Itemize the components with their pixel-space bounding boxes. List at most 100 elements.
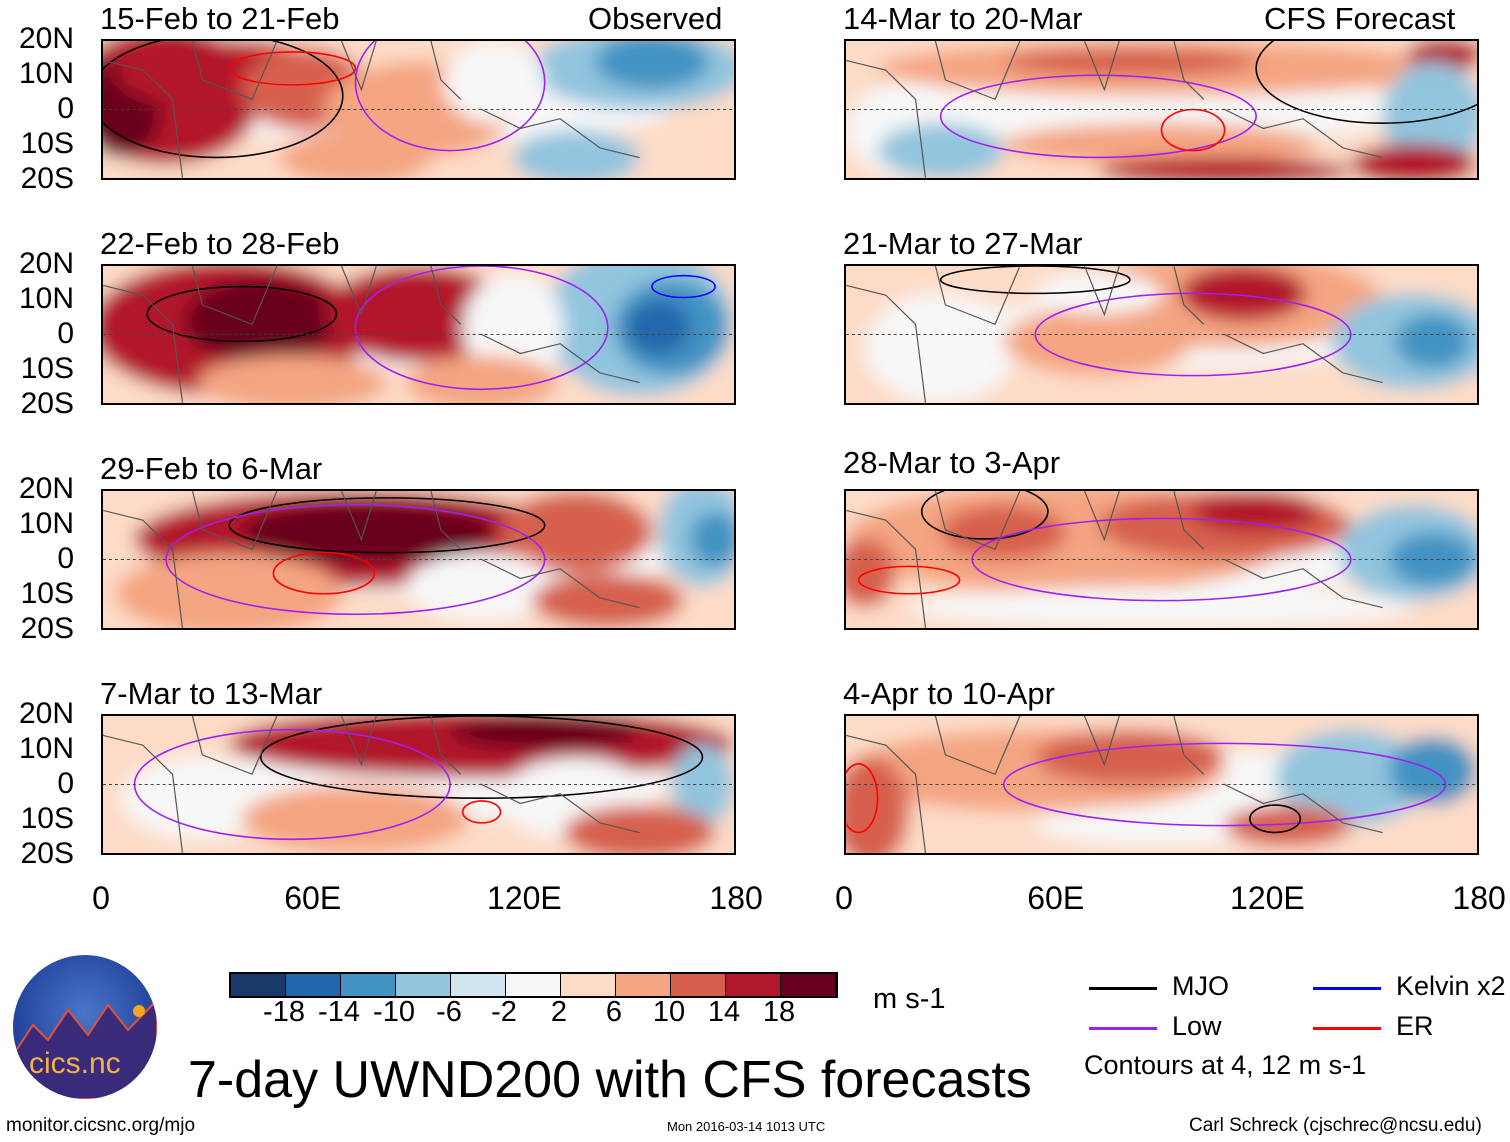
wind-anomaly-region	[405, 355, 558, 403]
footer-timestamp: Mon 2016-03-14 1013 UTC	[667, 1119, 826, 1134]
colorbar-swatch	[451, 974, 506, 996]
colorbar-swatch	[341, 974, 396, 996]
legend-label: Low	[1172, 1011, 1222, 1041]
coastline	[846, 266, 1383, 403]
wind-anomaly-region	[1035, 805, 1288, 847]
wind-anomaly-region	[513, 130, 640, 178]
wind-anomaly-region	[563, 805, 716, 853]
contour-line	[272, 551, 376, 595]
lat-label: 20S	[20, 162, 74, 195]
wind-anomaly-region	[121, 757, 274, 840]
colorbar-swatch	[671, 974, 726, 996]
contour-line	[103, 41, 344, 159]
contour-line	[846, 763, 879, 834]
wind-anomaly-region	[1180, 266, 1307, 321]
colorbar-swatch	[561, 974, 616, 996]
wind-anomaly-region	[864, 293, 1017, 403]
lat-label: 10S	[20, 352, 74, 385]
coastline	[103, 716, 640, 853]
legend-label: MJO	[1172, 971, 1229, 1001]
coastline	[103, 266, 640, 403]
wind-anomaly-region	[940, 504, 1067, 560]
colorbar-tick: -14	[318, 996, 360, 1028]
colorbar-tick: 2	[550, 996, 568, 1028]
legend-line	[1089, 1027, 1157, 1030]
colorbar	[229, 972, 838, 998]
colorbar-tick: 14	[707, 996, 741, 1028]
contour-line	[1255, 41, 1477, 124]
wind-anomaly-region	[462, 272, 564, 383]
lon-label: 120E	[487, 880, 562, 916]
panel-title: 4-Apr to 10-Apr	[843, 676, 1055, 711]
wind-anomaly-region	[1193, 491, 1320, 533]
lat-label: 20S	[20, 837, 74, 870]
wind-anomaly-region	[1098, 157, 1351, 178]
coastline	[846, 491, 1383, 628]
colorbar-swatch	[616, 974, 671, 996]
panel-title: 22-Feb to 28-Feb	[100, 226, 340, 261]
wind-anomaly-region	[115, 552, 343, 628]
wind-anomaly-region	[241, 784, 469, 853]
wind-anomaly-region	[626, 300, 690, 356]
legend-line	[1313, 1027, 1381, 1030]
map-panel	[101, 714, 736, 855]
wind-anomaly-region	[450, 716, 640, 749]
contour-line	[651, 274, 716, 299]
wind-anomaly-region	[1003, 47, 1257, 76]
contour-line	[260, 716, 704, 799]
lon-label: 180	[709, 880, 763, 916]
colorbar-swatch	[781, 974, 836, 996]
contour-line	[228, 51, 357, 86]
wind-anomaly-region	[500, 491, 652, 574]
panel-title: 21-Mar to 27-Mar	[843, 226, 1083, 261]
lat-label: 20N	[18, 247, 74, 280]
coastline	[103, 491, 640, 628]
contour-line	[354, 266, 609, 391]
lat-label: 0	[57, 767, 74, 800]
contour-line	[939, 266, 1131, 295]
map-panel	[101, 264, 736, 405]
coastline	[103, 41, 640, 178]
legend-line	[1313, 987, 1381, 990]
panel-title: 15-Feb to 21-Feb	[100, 1, 340, 36]
lat-label: 20N	[18, 697, 74, 730]
lat-label: 10N	[18, 57, 74, 90]
lat-label: 0	[57, 92, 74, 125]
map-panel	[101, 489, 736, 630]
wind-anomaly-region	[1035, 729, 1225, 785]
colorbar-swatch	[286, 974, 341, 996]
contour-line	[1249, 804, 1302, 834]
footer-author: Carl Schreck (cjschrec@ncsu.edu)	[1189, 1115, 1482, 1136]
wind-anomaly-region	[909, 586, 1414, 628]
lon-label: 120E	[1230, 880, 1305, 916]
lon-label: 60E	[284, 880, 342, 916]
wind-anomaly-region	[1350, 143, 1477, 178]
colorbar-tick: 10	[652, 996, 686, 1028]
wind-anomaly-region	[532, 573, 684, 628]
wind-anomaly-region	[877, 123, 1004, 178]
colorbar-swatch	[231, 974, 286, 996]
lon-label: 180	[1452, 880, 1506, 916]
lat-label: 20N	[18, 22, 74, 55]
lon-label: 60E	[1027, 880, 1085, 916]
wind-anomaly-region	[241, 501, 495, 563]
wind-anomaly-region	[1003, 307, 1194, 376]
wind-anomaly-region	[443, 41, 545, 124]
contour-note: Contours at 4, 12 m s-1	[1084, 1050, 1367, 1080]
lat-label: 20S	[20, 612, 74, 645]
map-panel	[101, 39, 736, 180]
lat-label: 10S	[20, 802, 74, 835]
wind-anomaly-region	[1224, 805, 1351, 847]
lat-label: 10S	[20, 577, 74, 610]
legend-label: Kelvin x2	[1396, 971, 1506, 1001]
wind-anomaly-region	[595, 41, 709, 89]
lon-label: 0	[835, 880, 853, 916]
panel-title: 29-Feb to 6-Mar	[100, 451, 323, 486]
legend-label: ER	[1396, 1011, 1434, 1041]
wind-anomaly-region	[1035, 272, 1162, 314]
contour-line	[857, 565, 961, 595]
lat-label: 10N	[18, 282, 74, 315]
lat-label: 0	[57, 542, 74, 575]
map-panel	[844, 39, 1479, 180]
